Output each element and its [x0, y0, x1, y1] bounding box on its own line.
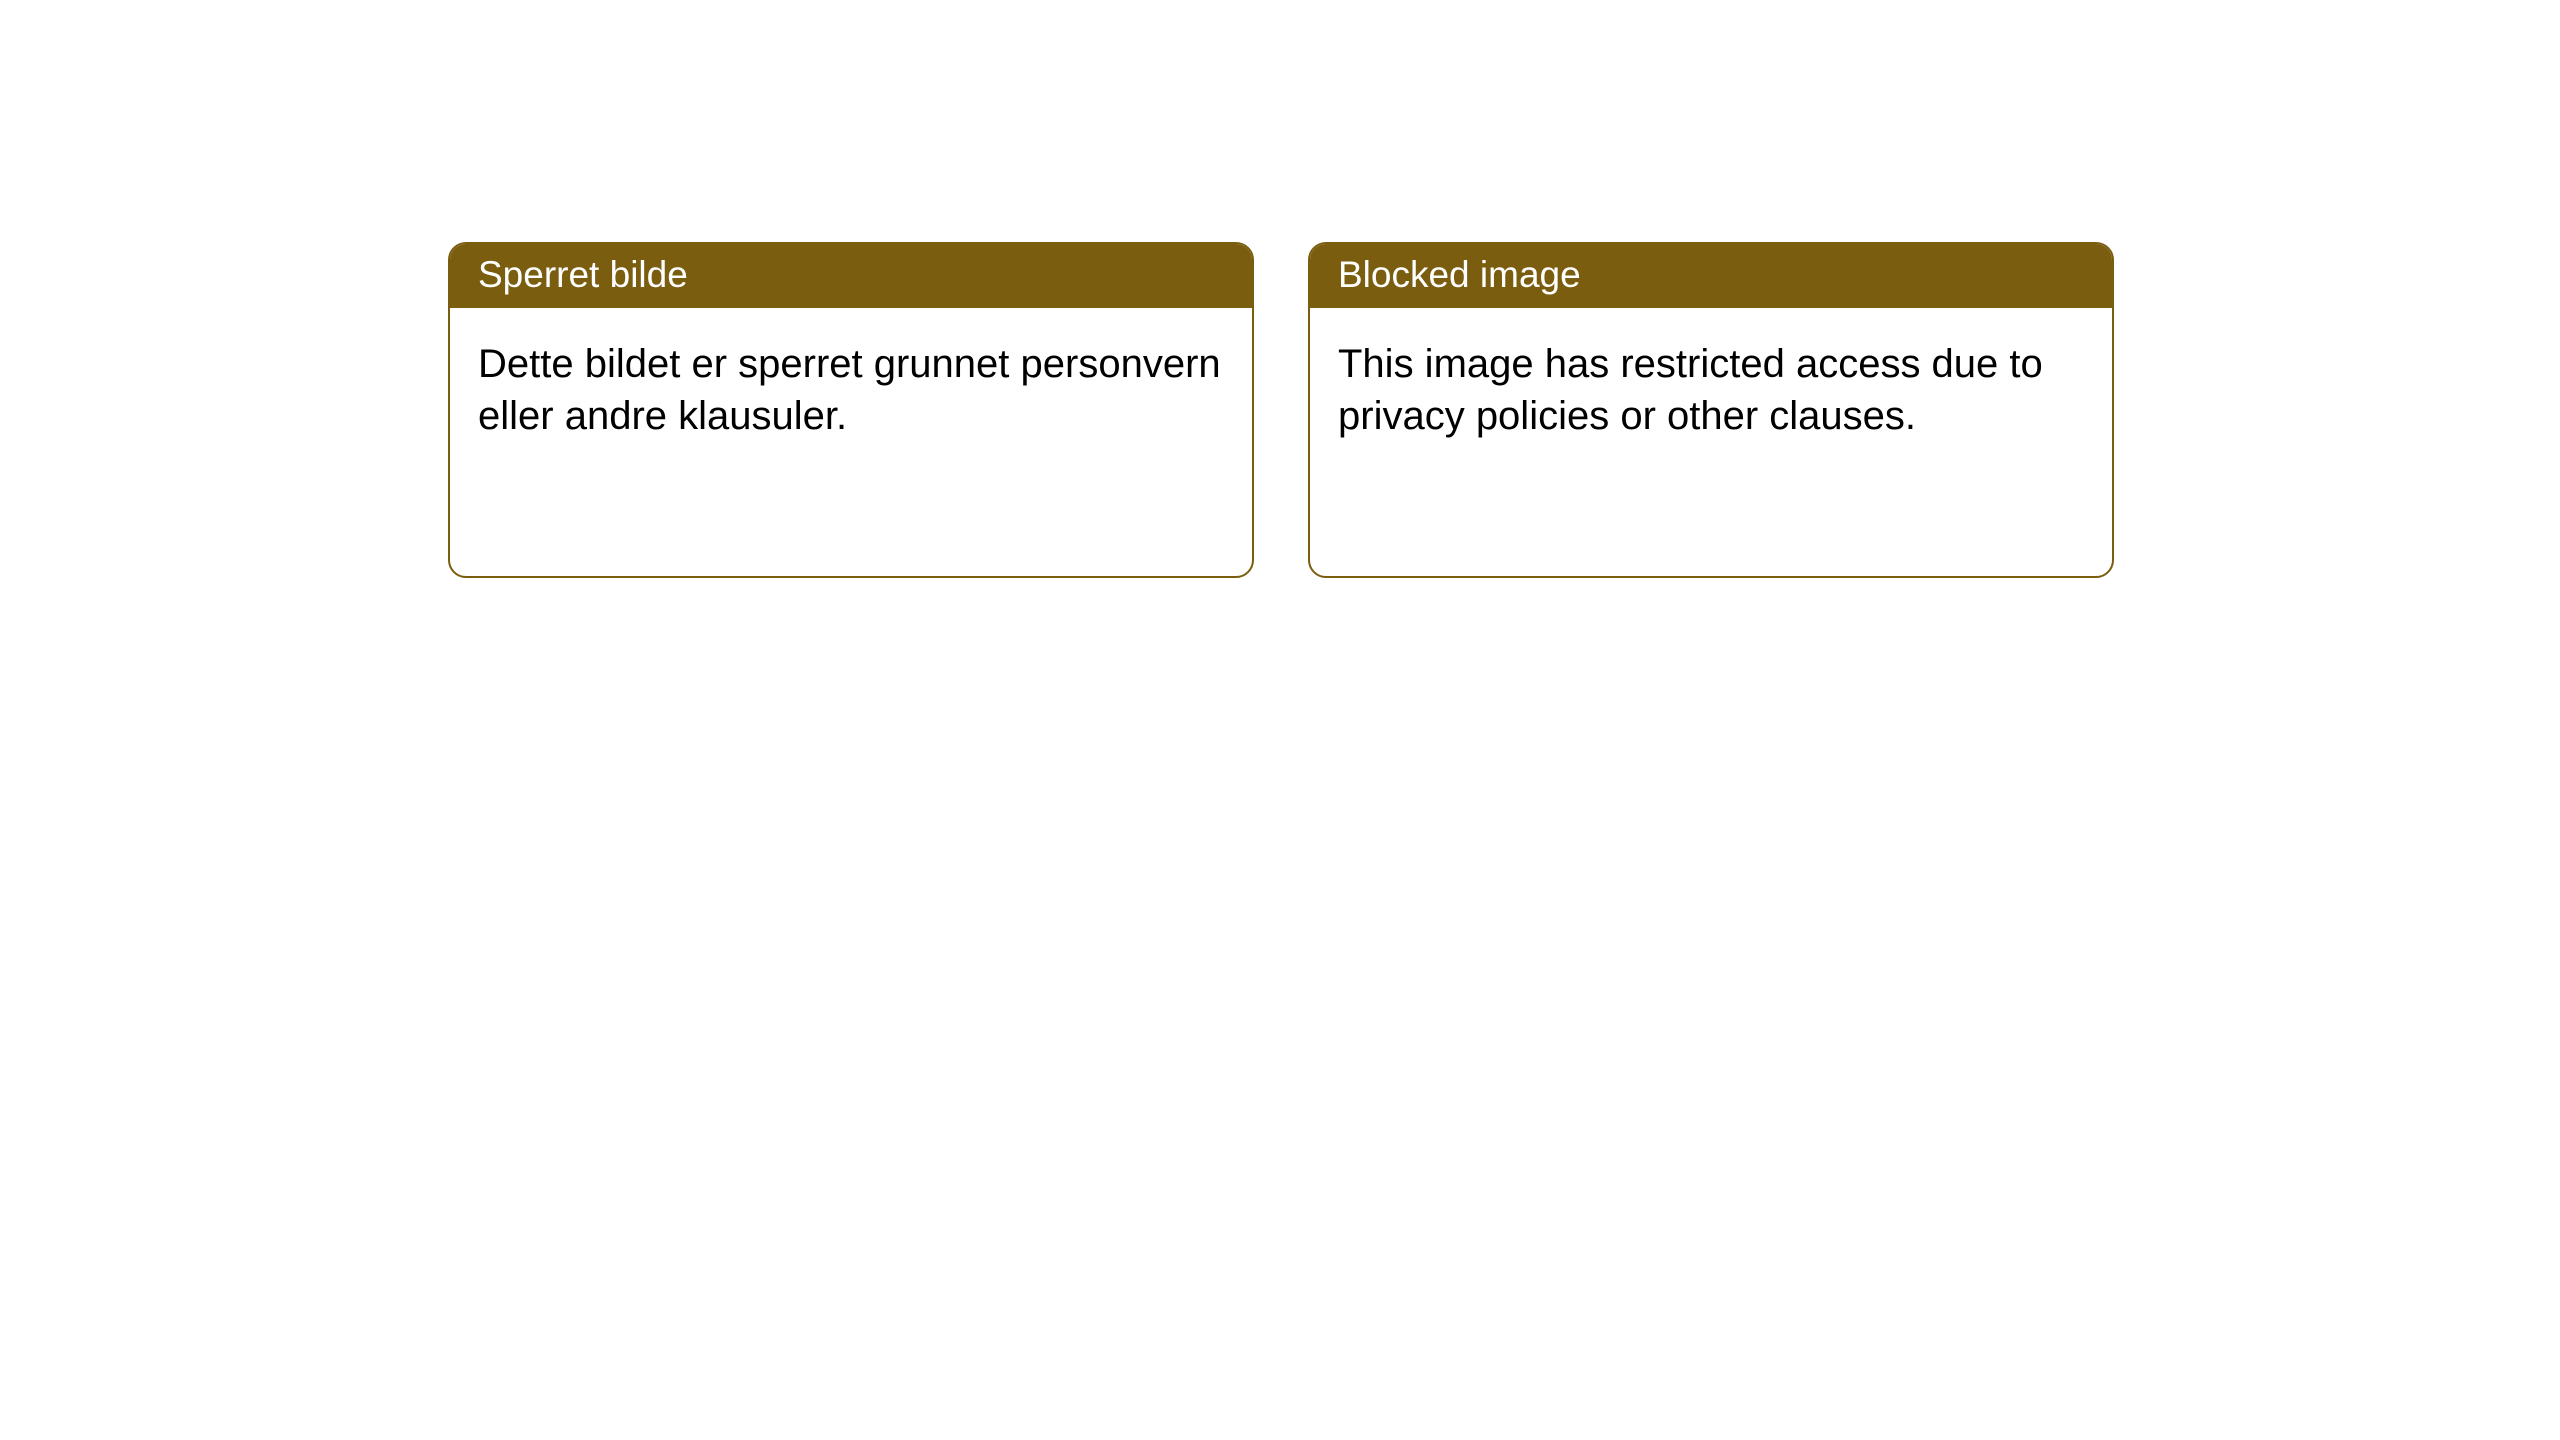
notice-header-english: Blocked image	[1310, 244, 2112, 308]
notice-text-norwegian: Dette bildet er sperret grunnet personve…	[478, 342, 1221, 438]
notice-title-english: Blocked image	[1338, 254, 1581, 295]
notice-body-norwegian: Dette bildet er sperret grunnet personve…	[450, 308, 1252, 470]
notice-text-english: This image has restricted access due to …	[1338, 342, 2043, 438]
notice-box-norwegian: Sperret bilde Dette bildet er sperret gr…	[448, 242, 1254, 578]
notice-container: Sperret bilde Dette bildet er sperret gr…	[448, 242, 2114, 578]
notice-box-english: Blocked image This image has restricted …	[1308, 242, 2114, 578]
notice-title-norwegian: Sperret bilde	[478, 254, 688, 295]
notice-header-norwegian: Sperret bilde	[450, 244, 1252, 308]
notice-body-english: This image has restricted access due to …	[1310, 308, 2112, 470]
